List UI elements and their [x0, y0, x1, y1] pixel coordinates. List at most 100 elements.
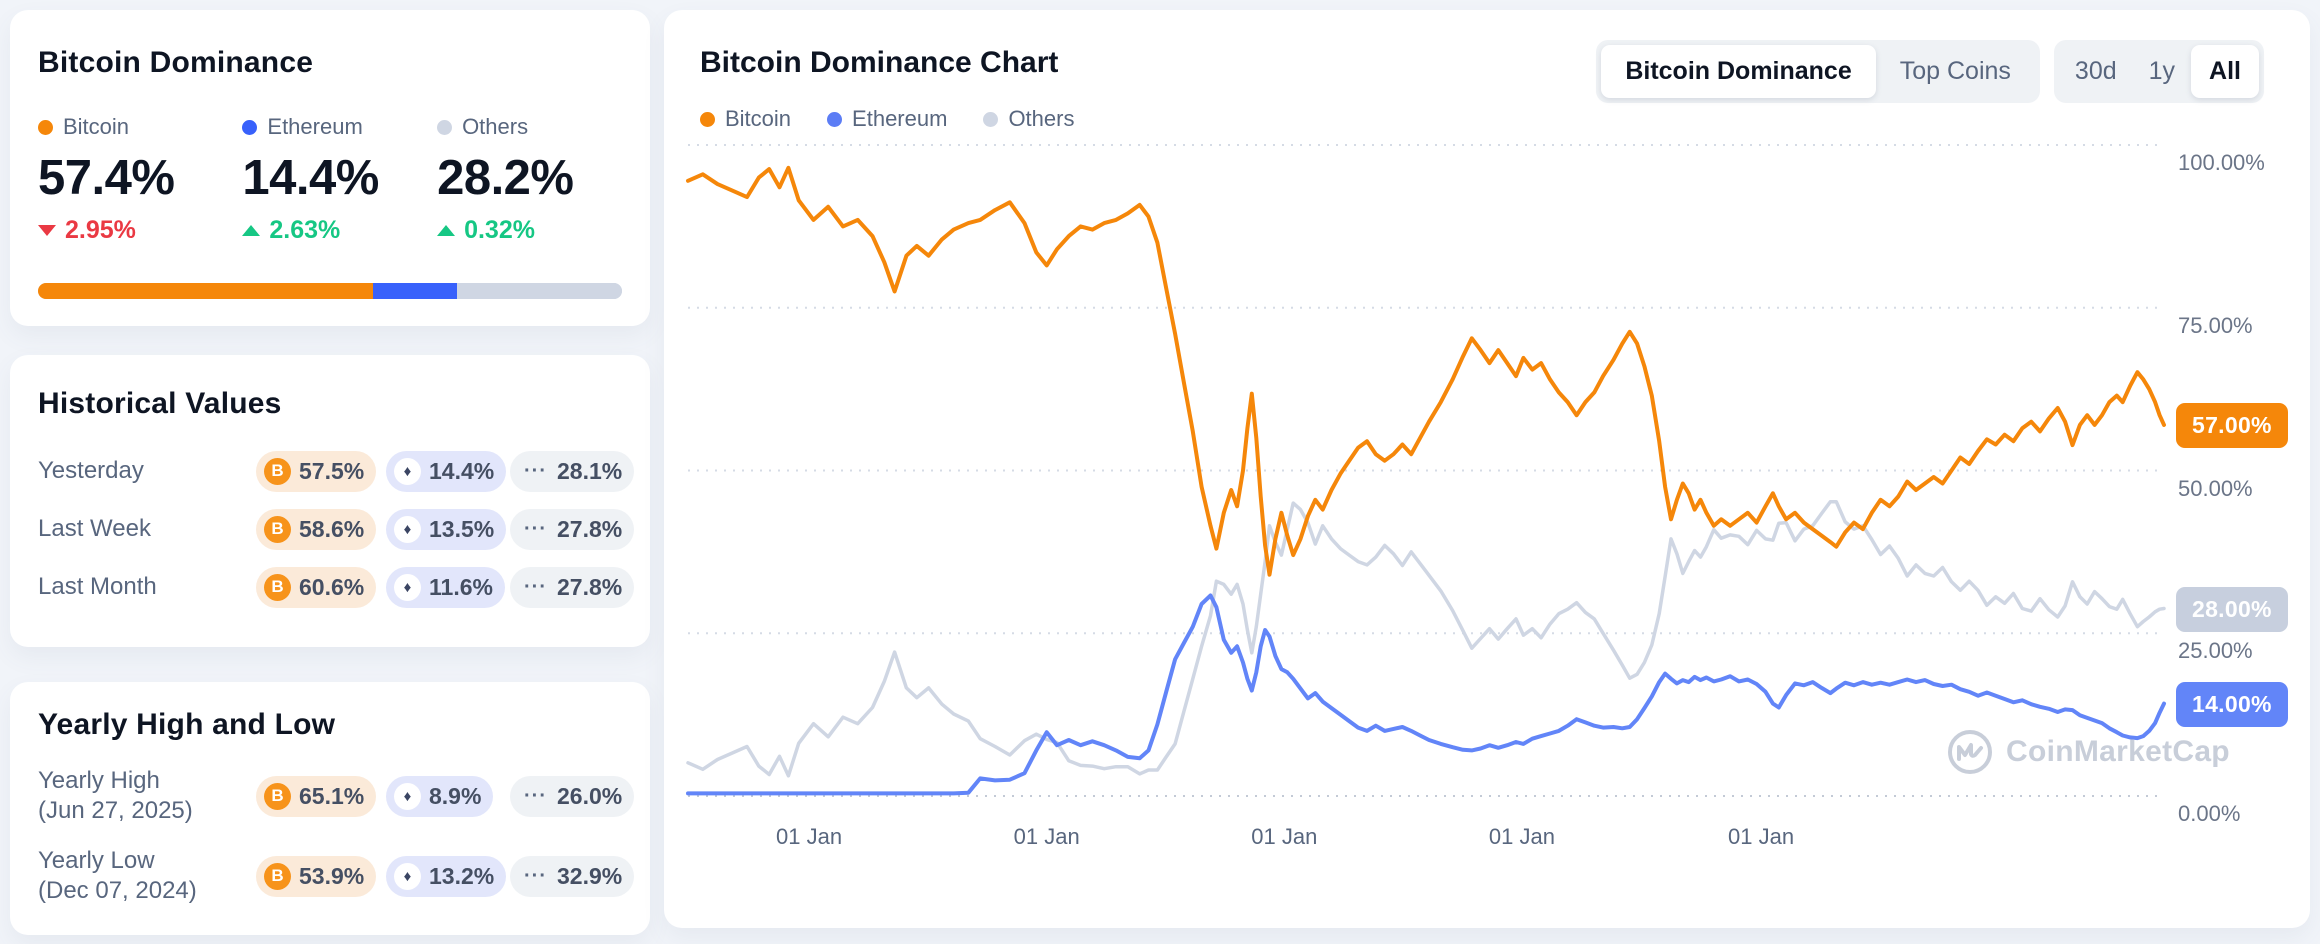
- historical-rows: Yesterday B 57.5% ♦ 14.4% ··· 28.1% Last…: [38, 449, 635, 609]
- dominance-progress-bar: [38, 283, 622, 299]
- legend-others[interactable]: Others: [983, 106, 1074, 132]
- ethereum-value-pill: ♦ 8.9%: [386, 775, 494, 817]
- bitcoin-dot-icon: [38, 119, 53, 135]
- caret-down-icon: [38, 225, 56, 236]
- progress-segment-ethereum: [373, 283, 458, 299]
- x-axis-label: 01 Jan: [1488, 824, 1555, 849]
- chart-legend: Bitcoin Ethereum Others: [700, 106, 1074, 132]
- others-value-pill: ··· 27.8%: [510, 566, 635, 608]
- current-value-badge: 28.00%: [2176, 586, 2288, 632]
- tab-top-coins[interactable]: Top Coins: [1899, 57, 2011, 85]
- table-row: Last Week B 58.6% ♦ 13.5% ··· 27.8%: [38, 507, 635, 551]
- table-row: Yearly Low (Dec 07, 2024) B 53.9% ♦ 13.2…: [38, 846, 635, 906]
- table-row: Last Month B 60.6% ♦ 11.6% ··· 27.8%: [38, 565, 635, 609]
- x-axis-label: 01 Jan: [1251, 824, 1318, 849]
- watermark-text: CoinMarketCap: [2006, 735, 2230, 768]
- range-30d-button[interactable]: 30d: [2074, 57, 2117, 85]
- current-value-badge: 14.00%: [2176, 681, 2288, 727]
- ethereum-value-pill: ♦ 11.6%: [386, 566, 505, 608]
- legend-others: Others: [437, 114, 622, 140]
- ethereum-series-line: [686, 593, 2166, 796]
- bitcoin-icon: B: [264, 515, 291, 543]
- bitcoin-icon: B: [264, 457, 291, 485]
- legend-others-label: Others: [462, 114, 529, 139]
- x-axis-label: 01 Jan: [1728, 824, 1795, 849]
- bitcoin-dominance-change: 2.95%: [38, 216, 242, 245]
- ethereum-icon: ♦: [394, 782, 421, 810]
- yearly-high-low-card: Yearly High and Low Yearly High (Jun 27,…: [10, 682, 650, 935]
- chart-header: Bitcoin Dominance Chart Bitcoin Ethereum…: [700, 46, 1074, 132]
- bitcoin-value-pill: B 60.6%: [256, 566, 377, 608]
- ethereum-value-pill: ♦ 13.2%: [386, 855, 507, 897]
- y-axis-label: 50.00%: [2178, 475, 2253, 501]
- table-row: Yearly High (Jun 27, 2025) B 65.1% ♦ 8.9…: [38, 766, 635, 826]
- historical-card-title: Historical Values: [38, 387, 282, 420]
- bitcoin-dot-icon: [700, 111, 715, 127]
- time-range-toggle: 30d 1y All: [2053, 40, 2264, 103]
- others-ellipsis-icon: ···: [524, 575, 547, 598]
- x-axis-label: 01 Jan: [776, 824, 843, 849]
- page-title: Bitcoin Dominance Chart: [700, 46, 1059, 79]
- table-row: Yesterday B 57.5% ♦ 14.4% ··· 28.1%: [38, 449, 635, 493]
- others-dot-icon: [437, 119, 453, 135]
- ethereum-value-pill: ♦ 14.4%: [386, 450, 507, 492]
- x-axis-label: 01 Jan: [1013, 824, 1080, 849]
- ethereum-icon: ♦: [394, 862, 421, 890]
- bitcoin-dominance-card: Bitcoin Dominance Bitcoin 57.4% 2.95% Et…: [10, 10, 650, 326]
- ethereum-dominance-change: 2.63%: [242, 216, 437, 245]
- bitcoin-icon: B: [264, 862, 291, 890]
- bitcoin-icon: B: [264, 782, 291, 810]
- y-axis-label: 0.00%: [2178, 801, 2241, 826]
- watermark: CoinMarketCap: [1946, 728, 2230, 776]
- legend-ethereum[interactable]: Ethereum: [827, 106, 947, 132]
- coinmarketcap-logo-icon: [1948, 730, 1992, 774]
- bitcoin-value-pill: B 53.9%: [256, 855, 377, 897]
- row-label: Last Month: [38, 573, 157, 600]
- legend-bitcoin: Bitcoin: [38, 114, 242, 140]
- dominance-col-others: Others 28.2% 0.32%: [437, 114, 622, 245]
- tab-bitcoin-dominance[interactable]: Bitcoin Dominance: [1601, 45, 1876, 98]
- ethereum-dot-icon: [827, 111, 843, 127]
- row-date: (Dec 07, 2024): [38, 877, 197, 904]
- dominance-stats: Bitcoin 57.4% 2.95% Ethereum 14.4% 2.63%…: [38, 114, 622, 245]
- others-ellipsis-icon: ···: [524, 864, 547, 887]
- yearly-rows: Yearly High (Jun 27, 2025) B 65.1% ♦ 8.9…: [38, 766, 635, 906]
- row-label: Yearly High (Jun 27, 2025): [38, 766, 248, 826]
- others-value-pill: ··· 27.8%: [510, 508, 635, 550]
- others-value-pill: ··· 26.0%: [510, 775, 635, 817]
- others-value-pill: ··· 32.9%: [510, 855, 635, 897]
- others-value-pill: ··· 28.1%: [510, 450, 635, 492]
- historical-values-card: Historical Values Yesterday B 57.5% ♦ 14…: [10, 355, 650, 647]
- y-axis-label: 25.00%: [2178, 638, 2253, 664]
- chart-plot-area[interactable]: 100.00% 75.00% 50.00% 25.00% 0.00% 57.00% 28.0…: [664, 10, 2310, 928]
- chart-card: Bitcoin Dominance Chart Bitcoin Ethereum…: [664, 10, 2310, 928]
- dominance-card-title: Bitcoin Dominance: [38, 46, 314, 79]
- row-date: (Jun 27, 2025): [38, 797, 193, 824]
- ethereum-value-pill: ♦ 13.5%: [386, 508, 507, 550]
- bitcoin-value-pill: B 57.5%: [256, 450, 377, 492]
- y-axis-label: 100.00%: [2178, 150, 2265, 175]
- others-dot-icon: [983, 111, 999, 127]
- others-dominance-change: 0.32%: [437, 216, 622, 245]
- row-label: Yesterday: [38, 457, 144, 484]
- current-value-badge: 57.00%: [2176, 402, 2288, 448]
- range-1y-button[interactable]: 1y: [2148, 57, 2176, 85]
- ethereum-dominance-value: 14.4%: [242, 151, 379, 205]
- bitcoin-value-pill: B 65.1%: [256, 775, 377, 817]
- yearly-card-title: Yearly High and Low: [38, 708, 336, 741]
- dominance-col-bitcoin: Bitcoin 57.4% 2.95%: [38, 114, 242, 245]
- legend-bitcoin[interactable]: Bitcoin: [700, 106, 791, 132]
- ethereum-icon: ♦: [394, 457, 421, 485]
- ethereum-icon: ♦: [394, 515, 421, 543]
- ethereum-dot-icon: [242, 119, 258, 135]
- others-ellipsis-icon: ···: [524, 459, 547, 482]
- row-label: Last Week: [38, 515, 151, 542]
- others-ellipsis-icon: ···: [524, 517, 547, 540]
- row-label: Yearly Low (Dec 07, 2024): [38, 846, 248, 906]
- chart-toolbar: Bitcoin Dominance Top Coins 30d 1y All: [1596, 40, 2264, 103]
- ethereum-icon: ♦: [394, 573, 421, 601]
- range-all-button[interactable]: All: [2191, 45, 2259, 98]
- progress-segment-others: [457, 283, 622, 299]
- bitcoin-value-pill: B 58.6%: [256, 508, 377, 550]
- others-series-line: [686, 499, 2166, 778]
